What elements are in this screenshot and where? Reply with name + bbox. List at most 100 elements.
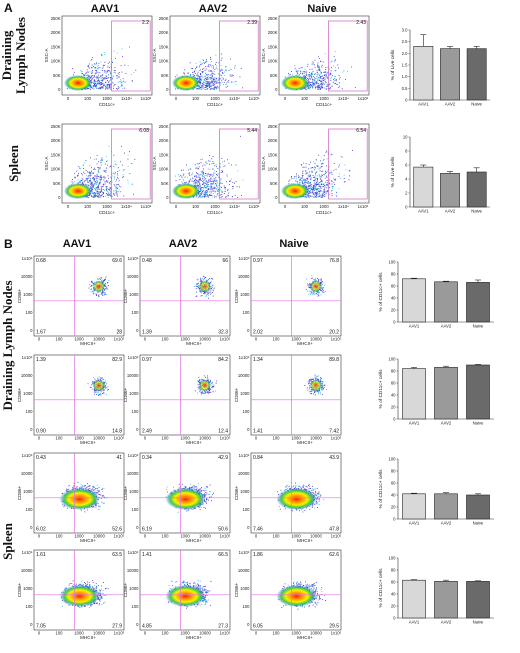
event-dot bbox=[208, 173, 210, 175]
bar-aav2 bbox=[440, 48, 460, 101]
event-dot bbox=[189, 175, 191, 177]
event-dot bbox=[116, 184, 118, 185]
event-dot bbox=[71, 181, 73, 183]
event-dot bbox=[82, 179, 84, 181]
event-dot bbox=[202, 165, 204, 167]
event-dot bbox=[305, 173, 307, 175]
event-dot bbox=[305, 181, 307, 183]
event-dot bbox=[199, 88, 201, 90]
event-dot bbox=[315, 159, 317, 161]
event-dot bbox=[314, 279, 316, 281]
event-dot bbox=[91, 167, 92, 169]
event-dot bbox=[198, 179, 200, 181]
y-tick-label: 0 bbox=[247, 328, 250, 333]
event-dot bbox=[102, 290, 104, 292]
event-dot bbox=[224, 70, 226, 71]
event-dot bbox=[90, 75, 92, 77]
event-dot bbox=[214, 190, 216, 192]
event-dot bbox=[95, 70, 97, 71]
event-dot bbox=[88, 174, 90, 176]
event-dot bbox=[321, 84, 322, 86]
event-dot bbox=[100, 87, 102, 89]
event-dot bbox=[199, 186, 201, 188]
quadrant-upper-left: 0.97 bbox=[253, 258, 263, 264]
event-dot bbox=[98, 194, 100, 196]
event-dot bbox=[93, 74, 95, 76]
event-dot bbox=[314, 82, 316, 84]
event-dot bbox=[197, 384, 199, 386]
event-dot bbox=[308, 74, 310, 76]
event-dot bbox=[319, 76, 321, 77]
event-dot bbox=[322, 193, 323, 195]
event-dot bbox=[314, 73, 316, 75]
event-dot bbox=[335, 59, 336, 61]
event-dot bbox=[312, 73, 314, 75]
event-dot bbox=[100, 75, 102, 77]
event-dot bbox=[117, 81, 119, 83]
event-dot bbox=[218, 87, 220, 89]
event-dot bbox=[317, 279, 319, 281]
event-dot bbox=[199, 190, 201, 192]
event-dot bbox=[320, 381, 322, 383]
event-dot bbox=[105, 77, 107, 79]
event-dot bbox=[217, 82, 219, 84]
event-dot bbox=[199, 183, 201, 185]
event-dot bbox=[314, 167, 316, 169]
event-dot bbox=[108, 81, 110, 83]
event-dot bbox=[105, 170, 107, 171]
event-dot bbox=[94, 183, 96, 185]
event-dot bbox=[199, 391, 201, 393]
event-dot bbox=[215, 382, 217, 384]
panel-a-row-label-line: Draining bbox=[0, 30, 14, 80]
event-dot bbox=[199, 193, 201, 195]
event-dot bbox=[208, 71, 210, 72]
event-dot bbox=[314, 189, 315, 191]
plot-frame bbox=[33, 255, 125, 337]
category-label: AAV2 bbox=[445, 102, 456, 107]
event-dot bbox=[227, 159, 228, 161]
event-dot bbox=[97, 77, 98, 79]
event-dot bbox=[100, 69, 102, 71]
event-dot bbox=[212, 82, 213, 84]
event-dot bbox=[200, 380, 202, 382]
event-dot bbox=[318, 390, 320, 392]
event-dot bbox=[106, 188, 107, 190]
event-dot bbox=[129, 173, 131, 174]
event-dot bbox=[333, 55, 335, 57]
event-dot bbox=[213, 181, 215, 183]
x-tick-label: 10000 bbox=[310, 337, 322, 342]
event-dot bbox=[335, 79, 337, 80]
event-dot bbox=[109, 182, 110, 184]
event-dot bbox=[107, 175, 109, 177]
event-dot bbox=[205, 277, 206, 278]
event-dot bbox=[329, 183, 331, 185]
event-dot bbox=[134, 158, 136, 160]
event-dot bbox=[88, 175, 89, 176]
event-dot bbox=[113, 190, 115, 192]
event-dot bbox=[204, 194, 205, 196]
event-dot bbox=[334, 83, 336, 85]
event-dot bbox=[205, 84, 207, 86]
event-dot bbox=[333, 78, 334, 80]
event-dot bbox=[217, 86, 219, 88]
event-dot bbox=[127, 154, 129, 156]
event-dot bbox=[329, 87, 331, 89]
event-dot bbox=[199, 70, 200, 72]
event-dot bbox=[209, 77, 211, 78]
event-dot bbox=[98, 74, 99, 76]
event-dot bbox=[324, 79, 325, 81]
event-dot bbox=[215, 77, 217, 79]
event-dot bbox=[221, 194, 223, 195]
event-dot bbox=[216, 65, 217, 67]
event-dot bbox=[189, 168, 191, 170]
event-dot bbox=[326, 86, 328, 87]
event-dot bbox=[317, 375, 319, 377]
x-tick-label: 1x10⁵ bbox=[114, 337, 125, 342]
event-dot bbox=[120, 65, 122, 67]
event-dot bbox=[192, 178, 194, 179]
event-dot bbox=[228, 80, 230, 81]
event-dot bbox=[213, 79, 215, 81]
event-dot bbox=[94, 176, 96, 178]
x-tick-label: 100 bbox=[56, 436, 64, 441]
event-dot bbox=[215, 180, 217, 182]
